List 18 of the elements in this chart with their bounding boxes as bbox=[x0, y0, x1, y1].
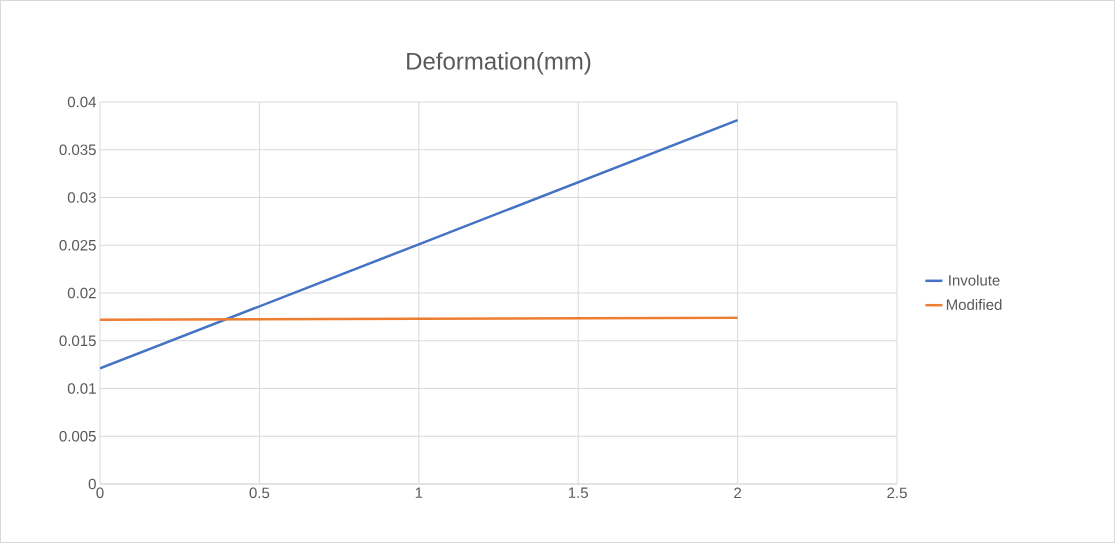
y-tick-label: 0.005 bbox=[59, 430, 96, 442]
legend-label: Modified bbox=[946, 299, 1002, 311]
y-tick-label: 0.04 bbox=[67, 96, 97, 108]
y-tick-label: 0.02 bbox=[67, 287, 96, 299]
x-tick-label: 2.5 bbox=[887, 487, 907, 499]
legend-label: Involute bbox=[949, 274, 1000, 286]
y-tick-label: 0 bbox=[88, 478, 96, 490]
y-tick-label: 0.025 bbox=[59, 239, 96, 251]
x-tick-label: 2 bbox=[734, 487, 742, 499]
x-tick-label: 0.5 bbox=[249, 487, 270, 499]
y-tick-label: 0.015 bbox=[59, 335, 96, 347]
x-tick-label: 0 bbox=[96, 487, 104, 499]
y-tick-label: 0.035 bbox=[59, 144, 96, 156]
x-tick-label: 1 bbox=[415, 487, 423, 498]
y-tick-label: 0.03 bbox=[67, 192, 96, 203]
x-tick-label: 1.5 bbox=[568, 487, 589, 498]
y-tick-label: 0.01 bbox=[67, 383, 96, 394]
chart-title: Deformation(mm) bbox=[407, 52, 591, 75]
